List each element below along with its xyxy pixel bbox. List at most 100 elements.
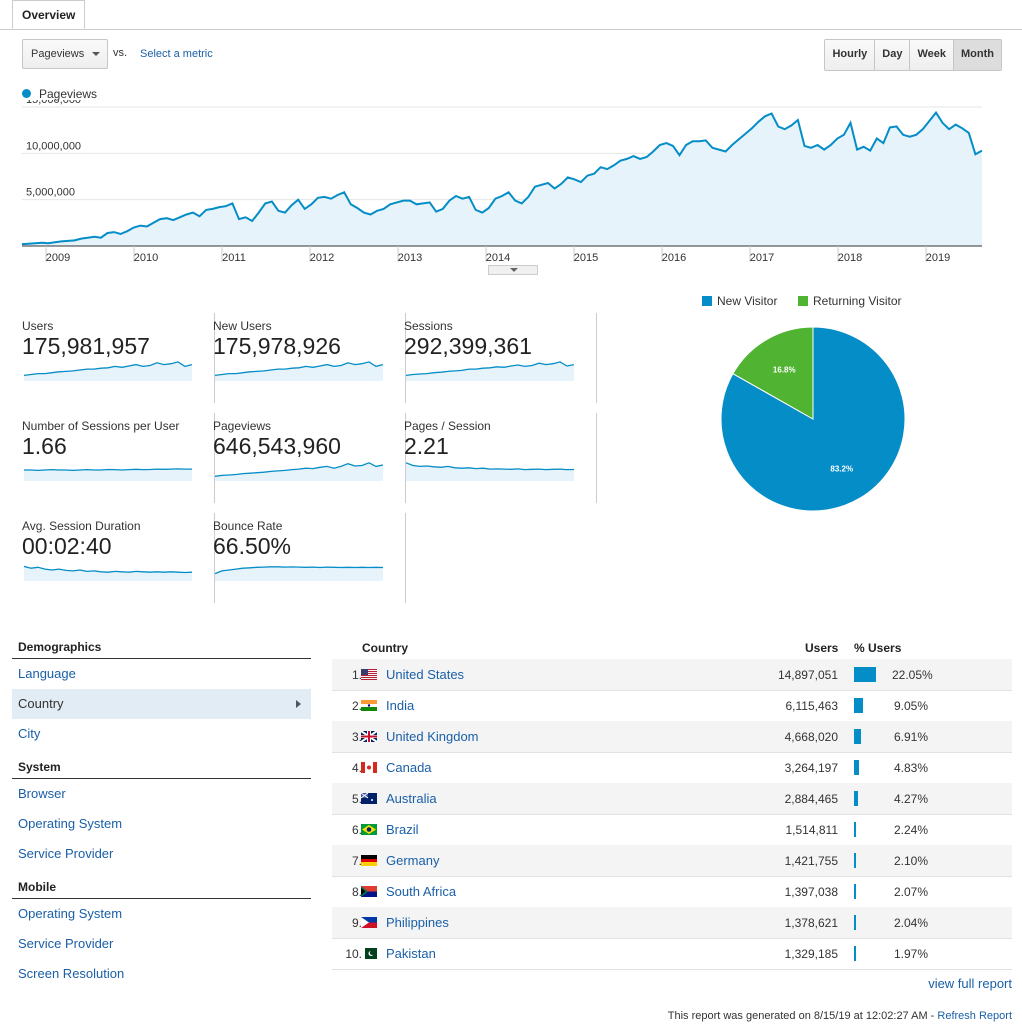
metric-tile[interactable]: Sessions 292,399,361 [404, 313, 597, 403]
sidebar-item-language[interactable]: Language [18, 666, 76, 681]
share-bar [854, 822, 856, 837]
column-users: Users [805, 641, 839, 655]
x-tick-label: 2014 [486, 252, 510, 264]
share-bar [854, 698, 863, 713]
country-link[interactable]: South Africa [386, 884, 457, 899]
report-footer: This report was generated on 8/15/19 at … [668, 1010, 1012, 1022]
sidebar-item-service-provider[interactable]: Service Provider [18, 846, 114, 861]
sidebar-item-screen-resolution[interactable]: Screen Resolution [18, 966, 125, 981]
chevron-down-icon [92, 52, 100, 56]
refresh-report-link[interactable]: Refresh Report [937, 1010, 1012, 1022]
pct-users-value: 9.05% [893, 699, 928, 713]
pct-users-value: 4.27% [893, 792, 928, 806]
flag-icon [361, 886, 377, 897]
row-rank: 2. [351, 699, 362, 713]
row-rank: 4. [351, 761, 362, 775]
metric-tile[interactable]: New Users 175,978,926 [213, 313, 406, 403]
view-full-report-link[interactable]: view full report [928, 976, 1012, 991]
metric-label: New Users [213, 319, 272, 333]
x-tick-label: 2013 [398, 252, 422, 264]
country-link[interactable]: United States [386, 667, 465, 682]
users-value: 4,668,020 [784, 730, 838, 744]
pageviews-chart: 5,000,000 10,000,000 15,000,000 2009 2010 201… [21, 100, 983, 264]
table-row: 10. Pakistan 1,329,185 1.97% [332, 938, 1012, 970]
table-row: 3. United Kingdom 4,668,020 6.91% [332, 721, 1012, 753]
country-link[interactable]: United Kingdom [386, 729, 479, 744]
metric-tile[interactable]: Pageviews 646,543,960 [213, 413, 406, 503]
row-rank: 6. [351, 823, 362, 837]
metric-label: Number of Sessions per User [22, 419, 180, 433]
metric-tile[interactable]: Users 175,981,957 [22, 313, 215, 403]
sidebar-item-mobile-provider[interactable]: Service Provider [18, 936, 114, 951]
metric-label: Avg. Session Duration [22, 519, 141, 533]
row-rank: 10. [345, 947, 362, 961]
country-link[interactable]: Canada [386, 760, 432, 775]
metric-dropdown[interactable]: Pageviews [22, 39, 108, 69]
country-link[interactable]: Germany [386, 853, 440, 868]
table-row: 7. Germany 1,421,755 2.10% [332, 845, 1012, 877]
share-bar [854, 729, 861, 744]
sidebar-item-mobile-os[interactable]: Operating System [18, 906, 123, 921]
row-rank: 1. [351, 668, 362, 682]
sidebar-item-city[interactable]: City [18, 726, 41, 741]
legend-swatch-icon [798, 296, 808, 306]
metric-value: 646,543,960 [213, 433, 341, 459]
day-button[interactable]: Day [874, 40, 910, 70]
pie-slice-label: 83.2% [830, 464, 853, 473]
metric-tile[interactable]: Number of Sessions per User 1.66 [22, 413, 215, 503]
month-button[interactable]: Month [953, 40, 1001, 70]
metric-sparkline [406, 361, 574, 381]
users-value: 1,329,185 [784, 947, 838, 961]
x-tick-label: 2011 [222, 252, 246, 264]
metric-tile[interactable]: Avg. Session Duration 00:02:40 [22, 513, 215, 603]
pie-slice-label: 16.8% [773, 366, 796, 375]
chart-legend: Pageviews [22, 87, 97, 101]
metric-sparkline [406, 462, 574, 481]
x-tick-label: 2016 [662, 252, 686, 264]
hourly-button[interactable]: Hourly [825, 40, 875, 70]
pct-users-value: 2.24% [893, 823, 928, 837]
metric-sparkline [215, 566, 383, 581]
metric-label: Sessions [404, 319, 453, 333]
sidebar-item-country[interactable]: Country [12, 689, 311, 719]
metric-tile[interactable]: Bounce Rate 66.50% [213, 513, 406, 603]
country-link[interactable]: Pakistan [386, 946, 436, 961]
y-tick-label: 10,000,000 [26, 140, 81, 152]
metric-value: 175,978,926 [213, 333, 341, 359]
week-button[interactable]: Week [909, 40, 954, 70]
collapse-chart-handle[interactable] [488, 265, 538, 275]
select-metric-link[interactable]: Select a metric [140, 48, 213, 60]
table-row: 5. Australia 2,884,465 4.27% [332, 783, 1012, 815]
users-value: 1,378,621 [784, 916, 838, 930]
share-bar [854, 760, 859, 775]
metric-dropdown-label: Pageviews [31, 48, 85, 60]
legend-swatch-icon [702, 296, 712, 306]
metric-tile[interactable]: Pages / Session 2.21 [404, 413, 597, 503]
metric-label: Users [22, 319, 54, 333]
tab-overview[interactable]: Overview [12, 0, 86, 29]
series-area-pageviews [22, 112, 982, 246]
country-link[interactable]: Philippines [386, 915, 449, 930]
sidebar-item-browser[interactable]: Browser [18, 786, 66, 801]
metric-sparkline [24, 565, 192, 581]
pie-legend-returning-label: Returning Visitor [813, 294, 902, 308]
flag-icon [361, 669, 377, 680]
row-rank: 5. [351, 792, 362, 806]
pie-legend-new: New Visitor [702, 294, 777, 308]
country-link[interactable]: India [386, 698, 415, 713]
sidebar-item-operating-system[interactable]: Operating System [18, 816, 123, 831]
share-bar [854, 791, 858, 806]
table-row: 6. Brazil 1,514,811 2.24% [332, 814, 1012, 846]
country-link[interactable]: Australia [386, 791, 437, 806]
metric-value: 00:02:40 [22, 533, 112, 559]
x-tick-label: 2018 [838, 252, 862, 264]
metric-sparkline [24, 468, 192, 481]
x-tick-label: 2012 [310, 252, 334, 264]
share-bar [854, 915, 856, 930]
flag-icon [360, 730, 378, 743]
country-link[interactable]: Brazil [386, 822, 419, 837]
pct-users-value: 6.91% [893, 730, 928, 744]
vs-label: vs. [113, 47, 128, 59]
pie-legend-returning: Returning Visitor [798, 294, 902, 308]
footer-text: This report was generated on 8/15/19 at … [667, 1010, 938, 1022]
